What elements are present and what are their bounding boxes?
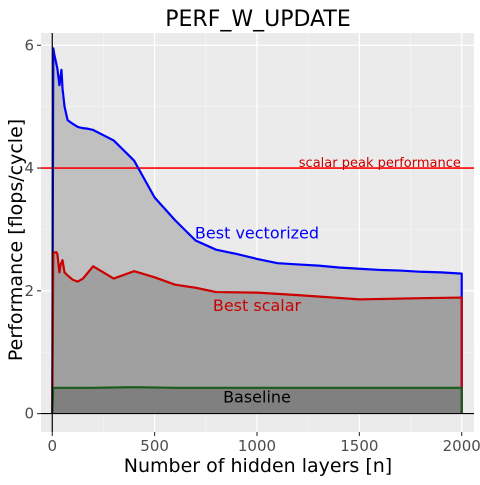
- series-area-1: [52, 252, 462, 414]
- x-axis-ticks: 0 500 1000 1500 2000: [47, 432, 480, 455]
- series-line-2: [51, 386, 463, 414]
- y-tick-label: 2: [24, 282, 34, 300]
- x-tick-label: 0: [47, 437, 57, 455]
- annotation-0: Best vectorized: [195, 224, 319, 243]
- x-axis-title: Number of hidden layers [n]: [124, 455, 392, 477]
- annotations: Best vectorized Best scalar Baseline scalar…: [195, 156, 461, 407]
- annotation-2: Baseline: [223, 388, 291, 407]
- axes: [41, 33, 474, 432]
- annotation-1: Best scalar: [213, 296, 302, 315]
- y-tick-label: 6: [24, 36, 34, 54]
- series-area-2: [52, 387, 462, 414]
- y-axis-ticks: 0 2 4 6: [24, 36, 41, 423]
- series-areas: [52, 48, 462, 414]
- y-axis-title: Performance [flops/cycle]: [5, 119, 27, 361]
- x-tick-label: 1000: [238, 437, 276, 455]
- x-tick-label: 500: [140, 437, 169, 455]
- x-tick-label: 1500: [340, 437, 378, 455]
- x-tick-label: 2000: [443, 437, 480, 455]
- y-tick-label: 0: [24, 405, 34, 423]
- annotation-3: scalar peak performance: [299, 156, 461, 171]
- chart-title: PERF_W_UPDATE: [165, 7, 350, 32]
- series-line-0: [51, 47, 463, 414]
- y-tick-label: 4: [24, 159, 34, 177]
- series-line-1: [51, 251, 463, 414]
- series-lines: [51, 47, 463, 414]
